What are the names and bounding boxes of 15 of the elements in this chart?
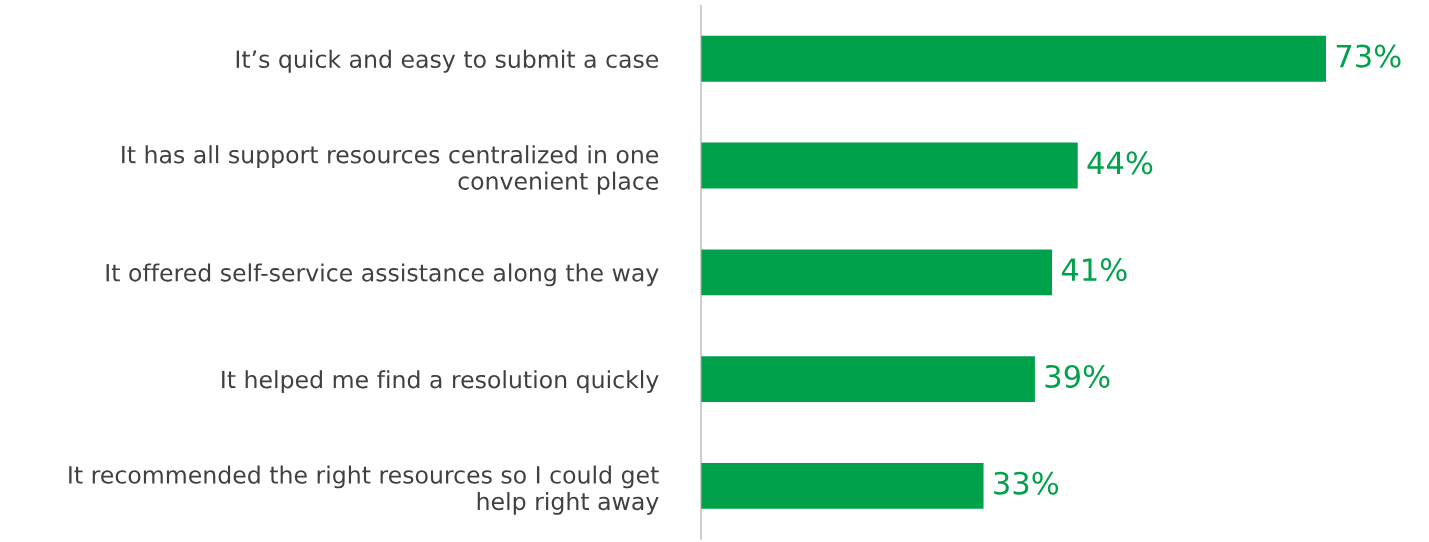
data-label: 73%	[1336, 44, 1401, 68]
y-tick-label: It’s quick and easy to submit a case	[236, 49, 659, 73]
y-tick-label: It helped me find a resolution quickly	[222, 370, 659, 394]
data-label: 33%	[994, 471, 1059, 495]
bar	[701, 356, 1035, 403]
bar	[701, 142, 1078, 189]
y-tick-label: It offered self-service assistance along the way	[106, 263, 659, 287]
y-tick-label: It has all support resources centralized in one convenient place	[122, 145, 659, 195]
bar	[701, 249, 1053, 296]
bar	[701, 462, 984, 509]
bar	[701, 35, 1326, 82]
data-label: 41%	[1061, 258, 1127, 282]
y-tick-label: It recommended the right resources so I could get help right away	[69, 465, 659, 515]
data-label: 44%	[1087, 151, 1153, 175]
data-label: 39%	[1045, 364, 1110, 388]
